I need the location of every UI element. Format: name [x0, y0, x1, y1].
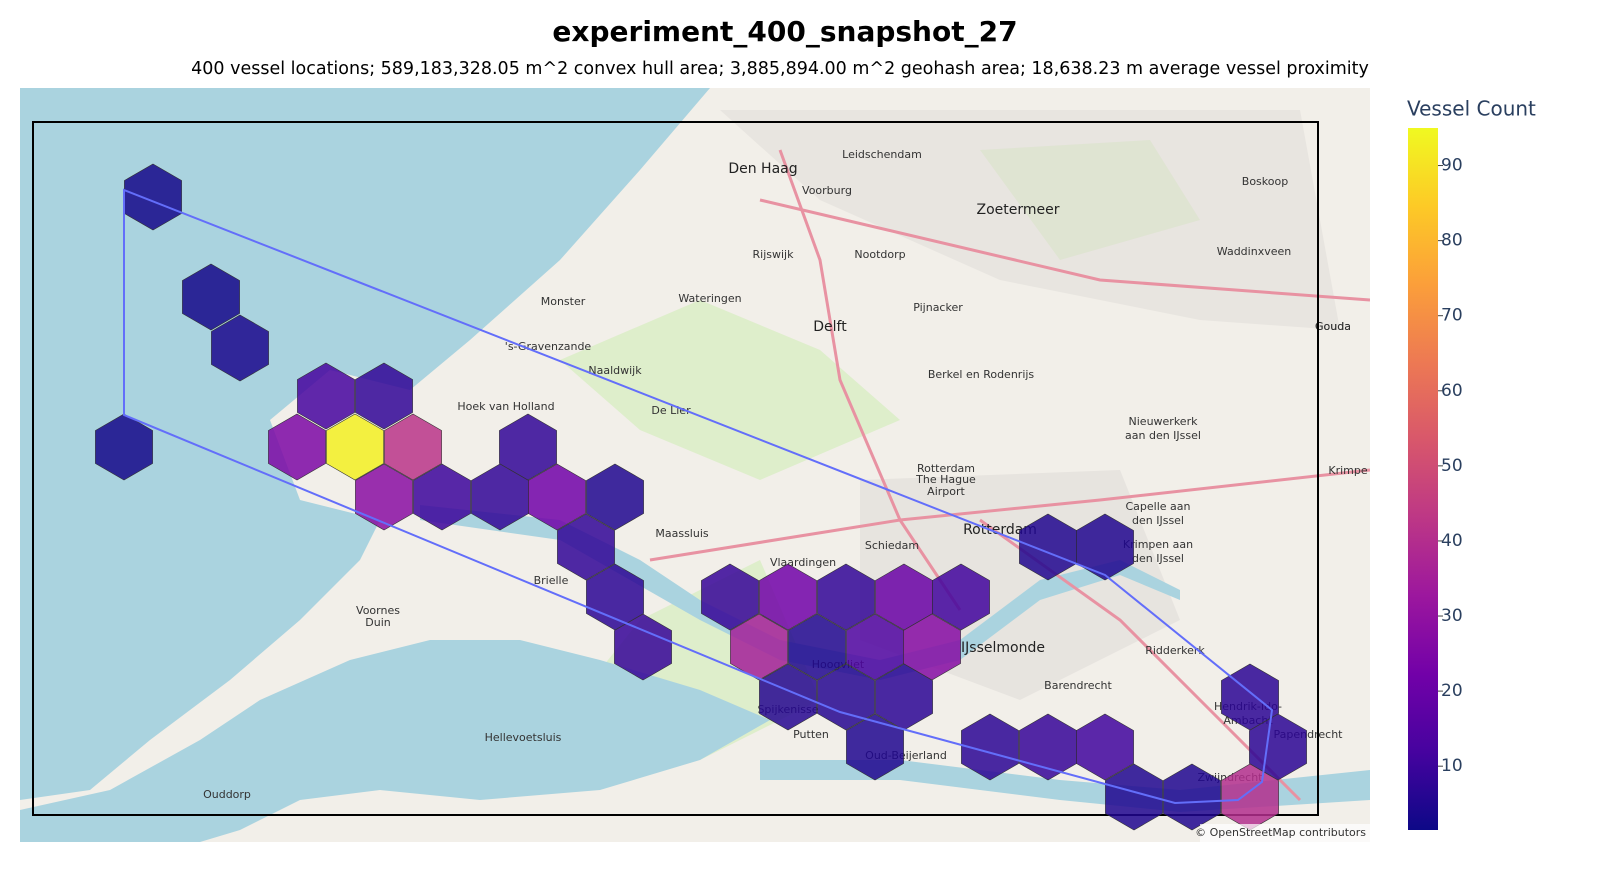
place-label: Naaldwijk — [588, 364, 642, 377]
hexbin — [499, 413, 557, 481]
colorbar-tick-label: 90 — [1441, 156, 1463, 176]
colorbar-tick-label: 60 — [1441, 381, 1463, 401]
colorbar-tick-label: 10 — [1441, 756, 1463, 776]
hexbin — [817, 663, 875, 731]
place-label: Boskoop — [1242, 175, 1288, 188]
hexbin — [586, 463, 644, 531]
place-label: Hoek van Holland — [457, 400, 554, 413]
estuary — [20, 640, 770, 842]
hexbin — [759, 563, 817, 631]
hexbin — [1076, 513, 1134, 581]
place-label: Krimpe — [1328, 464, 1367, 477]
place-label: Capelle aan — [1125, 500, 1190, 513]
place-label: Rijswijk — [753, 248, 795, 261]
place-label: Rotterdam — [917, 462, 975, 475]
place-label: Putten — [793, 728, 829, 741]
title: experiment_400_snapshot_27 — [552, 15, 1017, 48]
hexbin — [528, 463, 586, 531]
colorbar-tick-label: 40 — [1441, 531, 1463, 551]
place-label: Ouddorp — [203, 788, 251, 801]
place-label: den IJssel — [1132, 552, 1184, 565]
hexbin — [124, 163, 182, 231]
hexbin — [759, 663, 817, 731]
hexbin — [932, 563, 990, 631]
attribution: © OpenStreetMap contributors — [1195, 826, 1366, 839]
place-label: Wateringen — [678, 292, 741, 305]
place-label: den IJssel — [1132, 514, 1184, 527]
colorbar-tick-label: 50 — [1441, 456, 1463, 476]
place-label: Leidschendam — [842, 148, 922, 161]
place-label: Waddinxveen — [1217, 245, 1291, 258]
place-label: Voornes — [356, 604, 400, 617]
place-label: Vlaardingen — [770, 556, 836, 569]
hexbin — [1163, 763, 1221, 831]
map: Den Haag Leidschendam Voorburg Zoetermeer Bo… — [20, 88, 1370, 842]
colorbar-ticks: 10 20 30 40 50 60 70 80 90 — [1438, 156, 1463, 776]
hexbin — [355, 362, 413, 430]
urban-area — [720, 110, 1340, 330]
place-label: Zoetermeer — [976, 202, 1059, 218]
place-label: Krimpen aan — [1123, 538, 1193, 551]
hexbin — [413, 463, 471, 531]
place-label: Gouda — [1315, 320, 1351, 333]
place-label: 's-Gravenzande — [505, 340, 592, 353]
attribution-bg — [1200, 824, 1370, 842]
colorbar-title: Vessel Count — [1407, 97, 1536, 121]
hexbin — [384, 413, 442, 481]
colorbar — [1408, 128, 1438, 830]
place-label: Nieuwerkerk — [1129, 415, 1199, 428]
hexbin — [614, 613, 672, 681]
colorbar-tick-label: 30 — [1441, 606, 1463, 626]
bounding-box — [32, 121, 1319, 816]
hexbin — [1105, 763, 1163, 831]
place-label: Maassluis — [655, 527, 709, 540]
colorbar-tick-label: 80 — [1441, 231, 1463, 251]
hexbin — [297, 362, 355, 430]
colorbar-tick-label: 20 — [1441, 681, 1463, 701]
place-label: Ridderkerk — [1145, 644, 1205, 657]
place-label: IJsselmonde — [961, 640, 1045, 656]
hexbin — [268, 413, 326, 481]
hexbin — [817, 563, 875, 631]
subtitle: 400 vessel locations; 589,183,328.05 m^2… — [191, 59, 1369, 79]
place-label: Monster — [541, 295, 586, 308]
hexbin — [326, 413, 384, 481]
place-label: Airport — [927, 485, 965, 498]
hexbin — [788, 613, 846, 681]
place-label: Den Haag — [728, 161, 797, 177]
hexbin — [730, 613, 788, 681]
place-label: Hellevoetsluis — [485, 731, 562, 744]
place-label: Gouda — [1315, 320, 1351, 333]
place-label: Brielle — [534, 574, 569, 587]
place-label: Berkel en Rodenrijs — [928, 368, 1035, 381]
hexbin — [182, 263, 240, 331]
hexbin — [95, 413, 153, 481]
place-label: Duin — [365, 616, 390, 629]
hexbin — [961, 713, 1019, 781]
hexbin — [1076, 713, 1134, 781]
place-label: Nootdorp — [854, 248, 905, 261]
hexbin — [701, 563, 759, 631]
hexbin — [211, 314, 269, 382]
place-label: aan den IJssel — [1125, 429, 1201, 442]
colorbar-tick-label: 70 — [1441, 306, 1463, 326]
place-label: The Hague — [915, 473, 976, 486]
place-label: Barendrecht — [1044, 679, 1112, 692]
place-label: De Lier — [651, 404, 691, 417]
place-label: Pijnacker — [913, 301, 963, 314]
sea — [20, 88, 710, 800]
place-label: Voorburg — [802, 184, 852, 197]
hexbin — [355, 463, 413, 531]
hexbin — [846, 713, 904, 781]
place-label: Delft — [813, 319, 847, 335]
place-label: Schiedam — [865, 539, 919, 552]
convex-hull — [123, 188, 1274, 805]
hexbin — [557, 513, 615, 581]
